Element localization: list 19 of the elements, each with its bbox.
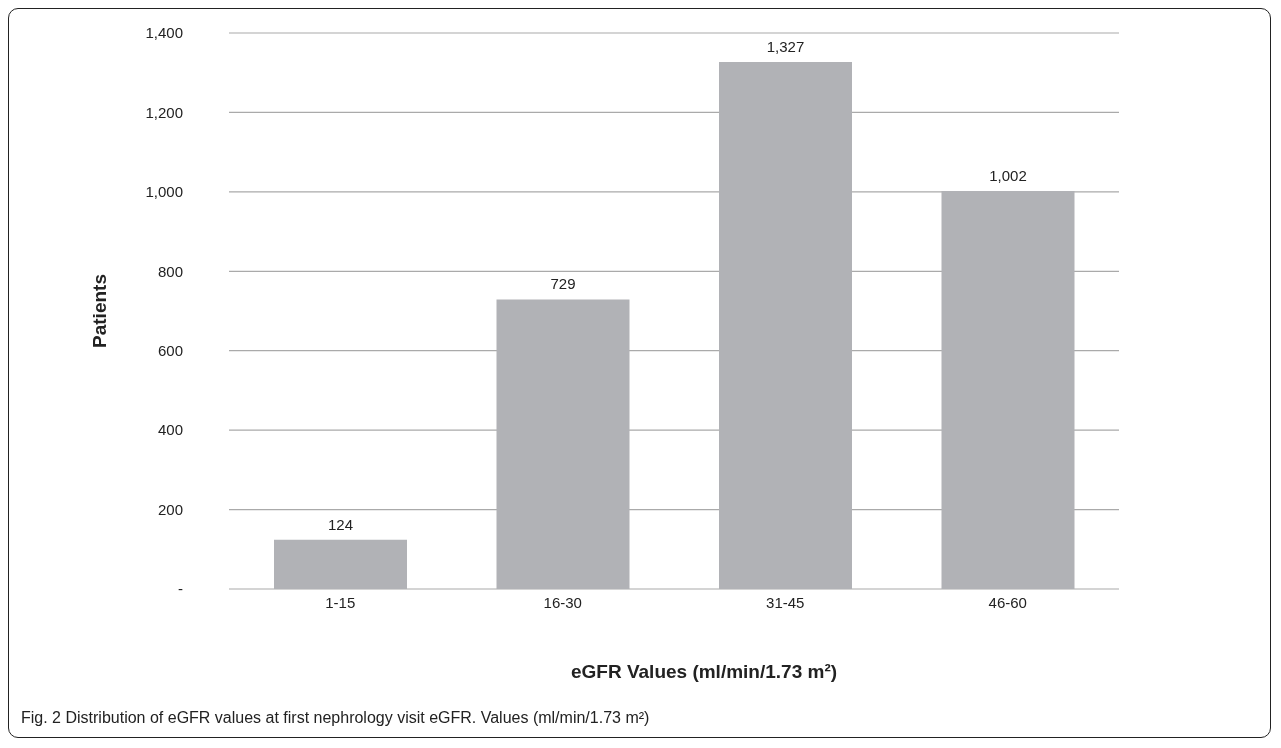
y-tick-label: - bbox=[178, 580, 183, 598]
y-tick-label: 800 bbox=[157, 262, 183, 280]
data-label: 729 bbox=[550, 275, 576, 293]
data-label: 124 bbox=[327, 515, 354, 533]
y-axis-title: Patients bbox=[88, 274, 110, 348]
x-tick-label: 31-45 bbox=[766, 593, 805, 611]
y-tick-label: 600 bbox=[157, 342, 183, 360]
x-tick-label: 16-30 bbox=[543, 593, 582, 611]
data-label: 1,327 bbox=[766, 37, 805, 55]
y-tick-label: 1,200 bbox=[145, 103, 183, 121]
data-label: 1,002 bbox=[989, 167, 1027, 185]
caption: Fig. 2 Distribution of eGFR values at first nephrology visit eGFR. Values (ml/min/1.73 m²) bbox=[21, 709, 650, 727]
y-tick-label: 1,400 bbox=[145, 24, 183, 42]
x-tick-label: 46-60 bbox=[988, 593, 1027, 611]
x-tick-label: 1-15 bbox=[325, 593, 356, 611]
y-tick-label: 1,000 bbox=[145, 183, 183, 201]
y-tick-label: 200 bbox=[157, 500, 183, 518]
x-axis-title: eGFR Values (ml/min/1.73 m²) bbox=[569, 661, 839, 683]
y-tick-label: 400 bbox=[157, 421, 183, 439]
